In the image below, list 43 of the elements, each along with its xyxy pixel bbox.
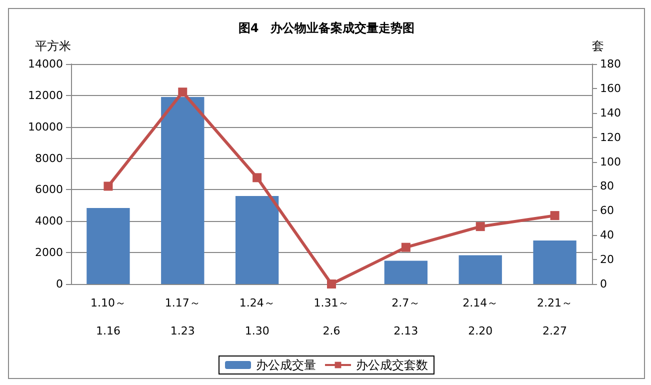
y2-tick-label: 180 [600, 58, 621, 70]
point [178, 88, 188, 97]
y-tick-label: 12000 [28, 88, 63, 102]
y2-tick-label: 100 [600, 155, 621, 168]
y2-tick-label: 60 [600, 204, 614, 218]
legend-label: 办公成交量 [256, 358, 316, 372]
category-label: 2.7～ 2.13 [392, 296, 420, 338]
point [104, 182, 113, 191]
point [550, 211, 560, 220]
bar [384, 260, 428, 284]
point [476, 222, 485, 232]
y-axis-title: 平方米 [35, 39, 71, 53]
category-label: 1.31～ 2.6 [314, 296, 350, 338]
y-tick-label: 6000 [35, 183, 63, 196]
point [401, 242, 410, 252]
y2-tick-label: 20 [600, 253, 614, 266]
y-tick-label: 14000 [28, 58, 63, 70]
bar [161, 97, 204, 284]
bar [458, 255, 502, 284]
y2-tick-label: 160 [600, 82, 621, 95]
chart-title: 图4 办公物业备案成交量走势图 [238, 21, 415, 35]
point [327, 280, 336, 288]
y2-tick-label: 80 [600, 180, 614, 193]
point [252, 173, 262, 182]
category-label: 1.24～ 1.30 [239, 296, 275, 338]
y2-tick-label: 40 [600, 228, 614, 242]
category-label: 2.14～ 2.20 [462, 296, 498, 338]
y-tick-label: 4000 [35, 214, 63, 228]
y-tick-label: 10000 [28, 120, 63, 134]
legend-label: 办公成交套数 [356, 358, 428, 372]
bar [235, 196, 279, 284]
category-label: 1.17～ 1.23 [164, 296, 200, 338]
bar [533, 240, 576, 284]
category-label: 2.21～ 2.27 [537, 296, 573, 338]
y2-tick-label: 120 [600, 130, 621, 144]
y-tick-label: 0 [56, 278, 63, 290]
category-label: 1.10～ 1.16 [90, 296, 126, 338]
y2-tick-label: 140 [600, 106, 621, 120]
bar [86, 208, 130, 284]
y2-axis-title: 套 [592, 39, 604, 53]
y-tick-label: 2000 [35, 246, 63, 260]
y2-tick-label: 0 [600, 278, 607, 290]
y-tick-label: 8000 [35, 152, 63, 165]
